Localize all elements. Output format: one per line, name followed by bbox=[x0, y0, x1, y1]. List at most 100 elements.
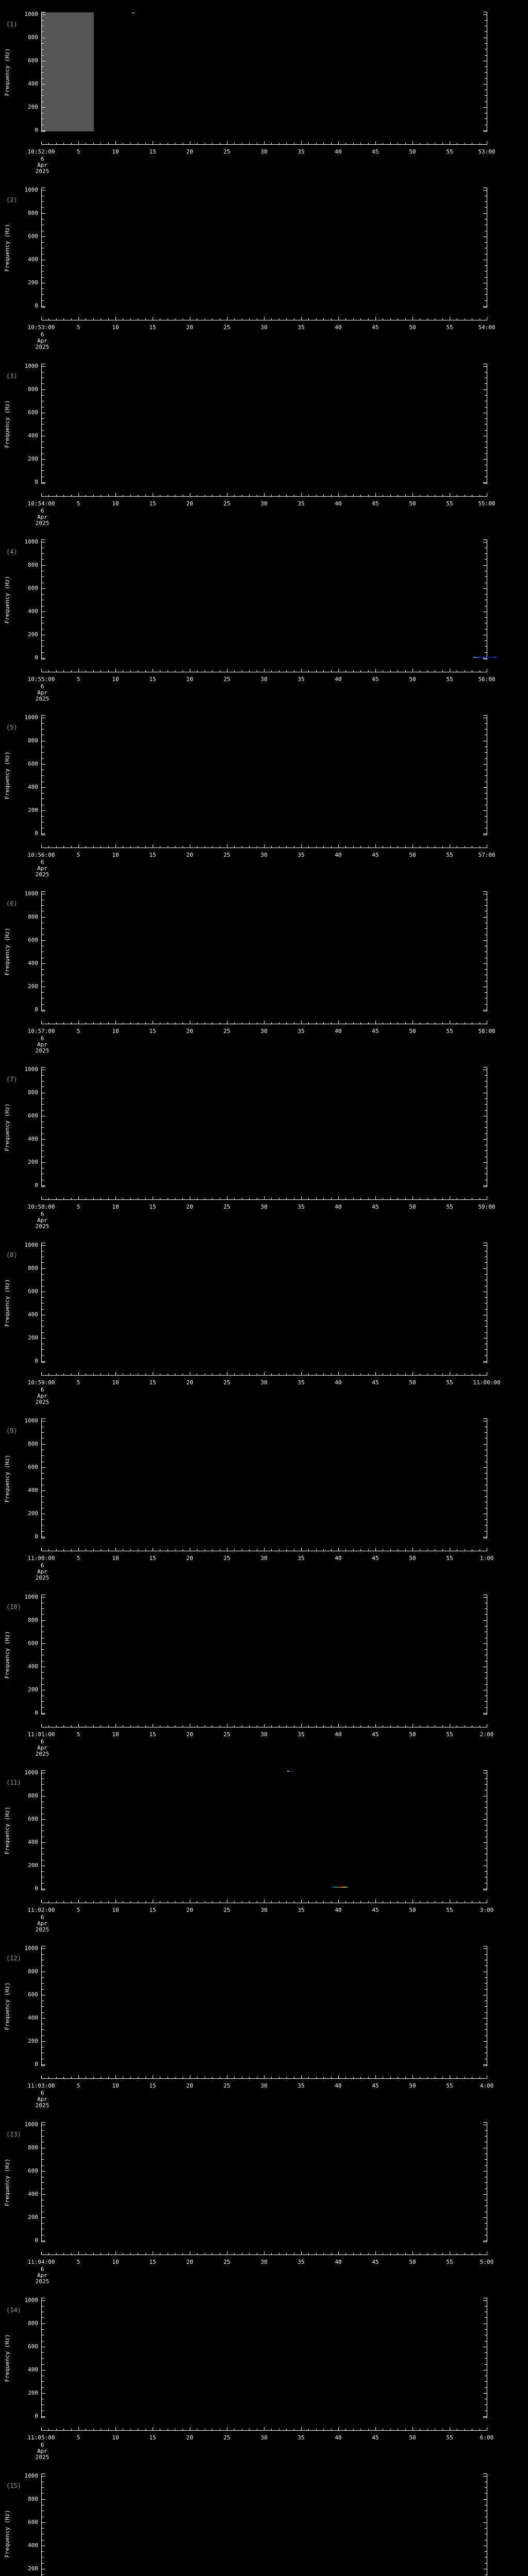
x-tick bbox=[368, 143, 369, 144]
y-tick bbox=[485, 1989, 487, 1990]
x-tick bbox=[48, 495, 49, 496]
x-tick bbox=[368, 2253, 369, 2255]
y-tick bbox=[483, 1185, 487, 1186]
x-tick bbox=[442, 1374, 443, 1375]
x-tick bbox=[316, 670, 317, 672]
spectrogram-panel-9: (9) Frequency (Hz) 0 200 400 600 800 1000 11:00:… bbox=[0, 1406, 528, 1582]
x-tick bbox=[345, 143, 346, 144]
x-tick-label: 50 bbox=[409, 2259, 416, 2265]
x-tick-label: 15 bbox=[149, 324, 156, 331]
date-line: 6 bbox=[40, 859, 44, 866]
x-tick bbox=[130, 1022, 131, 1024]
x-tick bbox=[286, 1725, 287, 1727]
y-tick bbox=[42, 1133, 44, 1134]
y-tick bbox=[485, 1848, 487, 1849]
x-tick bbox=[390, 670, 391, 672]
x-tick bbox=[78, 844, 79, 848]
y-tick bbox=[483, 2194, 487, 2195]
y-tick bbox=[485, 1778, 487, 1779]
y-tick-label: 800 bbox=[28, 2144, 38, 2151]
y-tick bbox=[42, 1871, 44, 1872]
y-tick bbox=[42, 1701, 44, 1702]
y-tick bbox=[483, 2217, 487, 2218]
y-tick bbox=[42, 72, 44, 73]
x-end-time-label: 55:00 bbox=[478, 500, 496, 507]
y-tick bbox=[485, 1807, 487, 1808]
x-tick bbox=[286, 143, 287, 144]
y-tick bbox=[42, 459, 45, 460]
y-tick bbox=[483, 459, 487, 460]
y-tick bbox=[42, 1444, 45, 1445]
y-tick-label: 0 bbox=[35, 1885, 38, 1892]
y-tick bbox=[42, 787, 45, 788]
x-tick bbox=[63, 1022, 64, 1024]
x-tick-label: 30 bbox=[260, 1907, 268, 1913]
x-tick bbox=[71, 846, 72, 848]
x-tick bbox=[264, 1900, 265, 1903]
x-tick bbox=[249, 143, 250, 144]
y-tick bbox=[42, 2381, 44, 2382]
x-tick bbox=[108, 1022, 109, 1024]
x-tick bbox=[264, 1548, 265, 1551]
y-tick bbox=[42, 2041, 45, 2042]
x-tick-label: 50 bbox=[409, 676, 416, 683]
x-tick bbox=[130, 1374, 131, 1375]
y-tick bbox=[42, 2317, 44, 2318]
x-tick bbox=[427, 1725, 428, 1727]
spectrogram-panel-1: (1) Frequency (Hz) 0 200 400 600 800 1000 10:52:… bbox=[0, 0, 528, 176]
y-tick bbox=[42, 2393, 45, 2394]
y-tick-label: 400 bbox=[28, 80, 38, 87]
x-tick bbox=[353, 670, 354, 672]
y-tick bbox=[42, 646, 44, 647]
x-tick bbox=[63, 670, 64, 672]
x-tick bbox=[71, 1022, 72, 1024]
x-tick-label: 10 bbox=[112, 2259, 119, 2265]
y-tick bbox=[483, 1948, 487, 1949]
y-tick bbox=[485, 1326, 487, 1327]
axis-cap bbox=[483, 2417, 487, 2418]
y-tick bbox=[485, 201, 487, 202]
x-tick-label: 45 bbox=[372, 1907, 379, 1913]
x-tick bbox=[308, 2429, 309, 2430]
y-tick bbox=[485, 300, 487, 301]
axis-cap bbox=[483, 2473, 487, 2474]
y-tick-label: 200 bbox=[28, 455, 38, 462]
x-tick bbox=[323, 2077, 324, 2078]
date-stack: 6 Apr 2025 bbox=[36, 508, 50, 527]
x-tick bbox=[41, 2251, 42, 2255]
y-tick bbox=[485, 395, 487, 396]
x-tick bbox=[323, 846, 324, 848]
spectrogram-panel-10: (10) Frequency (Hz) 0 200 400 600 800 1000 11:01… bbox=[0, 1583, 528, 1758]
x-tick-label: 10 bbox=[112, 324, 119, 331]
x-tick bbox=[390, 143, 391, 144]
x-tick-label: 10 bbox=[112, 500, 119, 507]
y-tick bbox=[42, 2476, 45, 2477]
x-tick bbox=[345, 318, 346, 320]
x-tick bbox=[338, 317, 339, 320]
x-tick bbox=[405, 1198, 406, 1199]
y-axis-title: Frequency (Hz) bbox=[4, 1806, 11, 1855]
x-tick bbox=[48, 1022, 49, 1024]
y-tick bbox=[485, 43, 487, 44]
x-tick bbox=[145, 1198, 146, 1199]
y-tick-label: 800 bbox=[28, 386, 38, 393]
x-tick bbox=[234, 1725, 235, 1727]
y-tick-label: 600 bbox=[28, 1464, 38, 1470]
x-tick-label: 40 bbox=[335, 1028, 342, 1035]
axis-cap bbox=[42, 1418, 45, 1419]
y-axis-left bbox=[41, 1770, 42, 1890]
x-tick bbox=[93, 143, 94, 144]
y-tick bbox=[42, 1104, 44, 1105]
x-tick bbox=[130, 2077, 131, 2078]
y-tick bbox=[42, 2387, 44, 2388]
y-tick bbox=[485, 1531, 487, 1532]
y-tick-label: 400 bbox=[28, 432, 38, 439]
y-axis-left bbox=[41, 188, 42, 308]
date-stack: 6 Apr 2025 bbox=[36, 1036, 50, 1054]
x-tick bbox=[271, 318, 272, 320]
date-line: 6 bbox=[40, 2442, 44, 2448]
x-tick bbox=[234, 1374, 235, 1375]
x-tick bbox=[405, 1901, 406, 1903]
x-tick bbox=[78, 141, 79, 144]
x-tick bbox=[264, 2075, 265, 2078]
